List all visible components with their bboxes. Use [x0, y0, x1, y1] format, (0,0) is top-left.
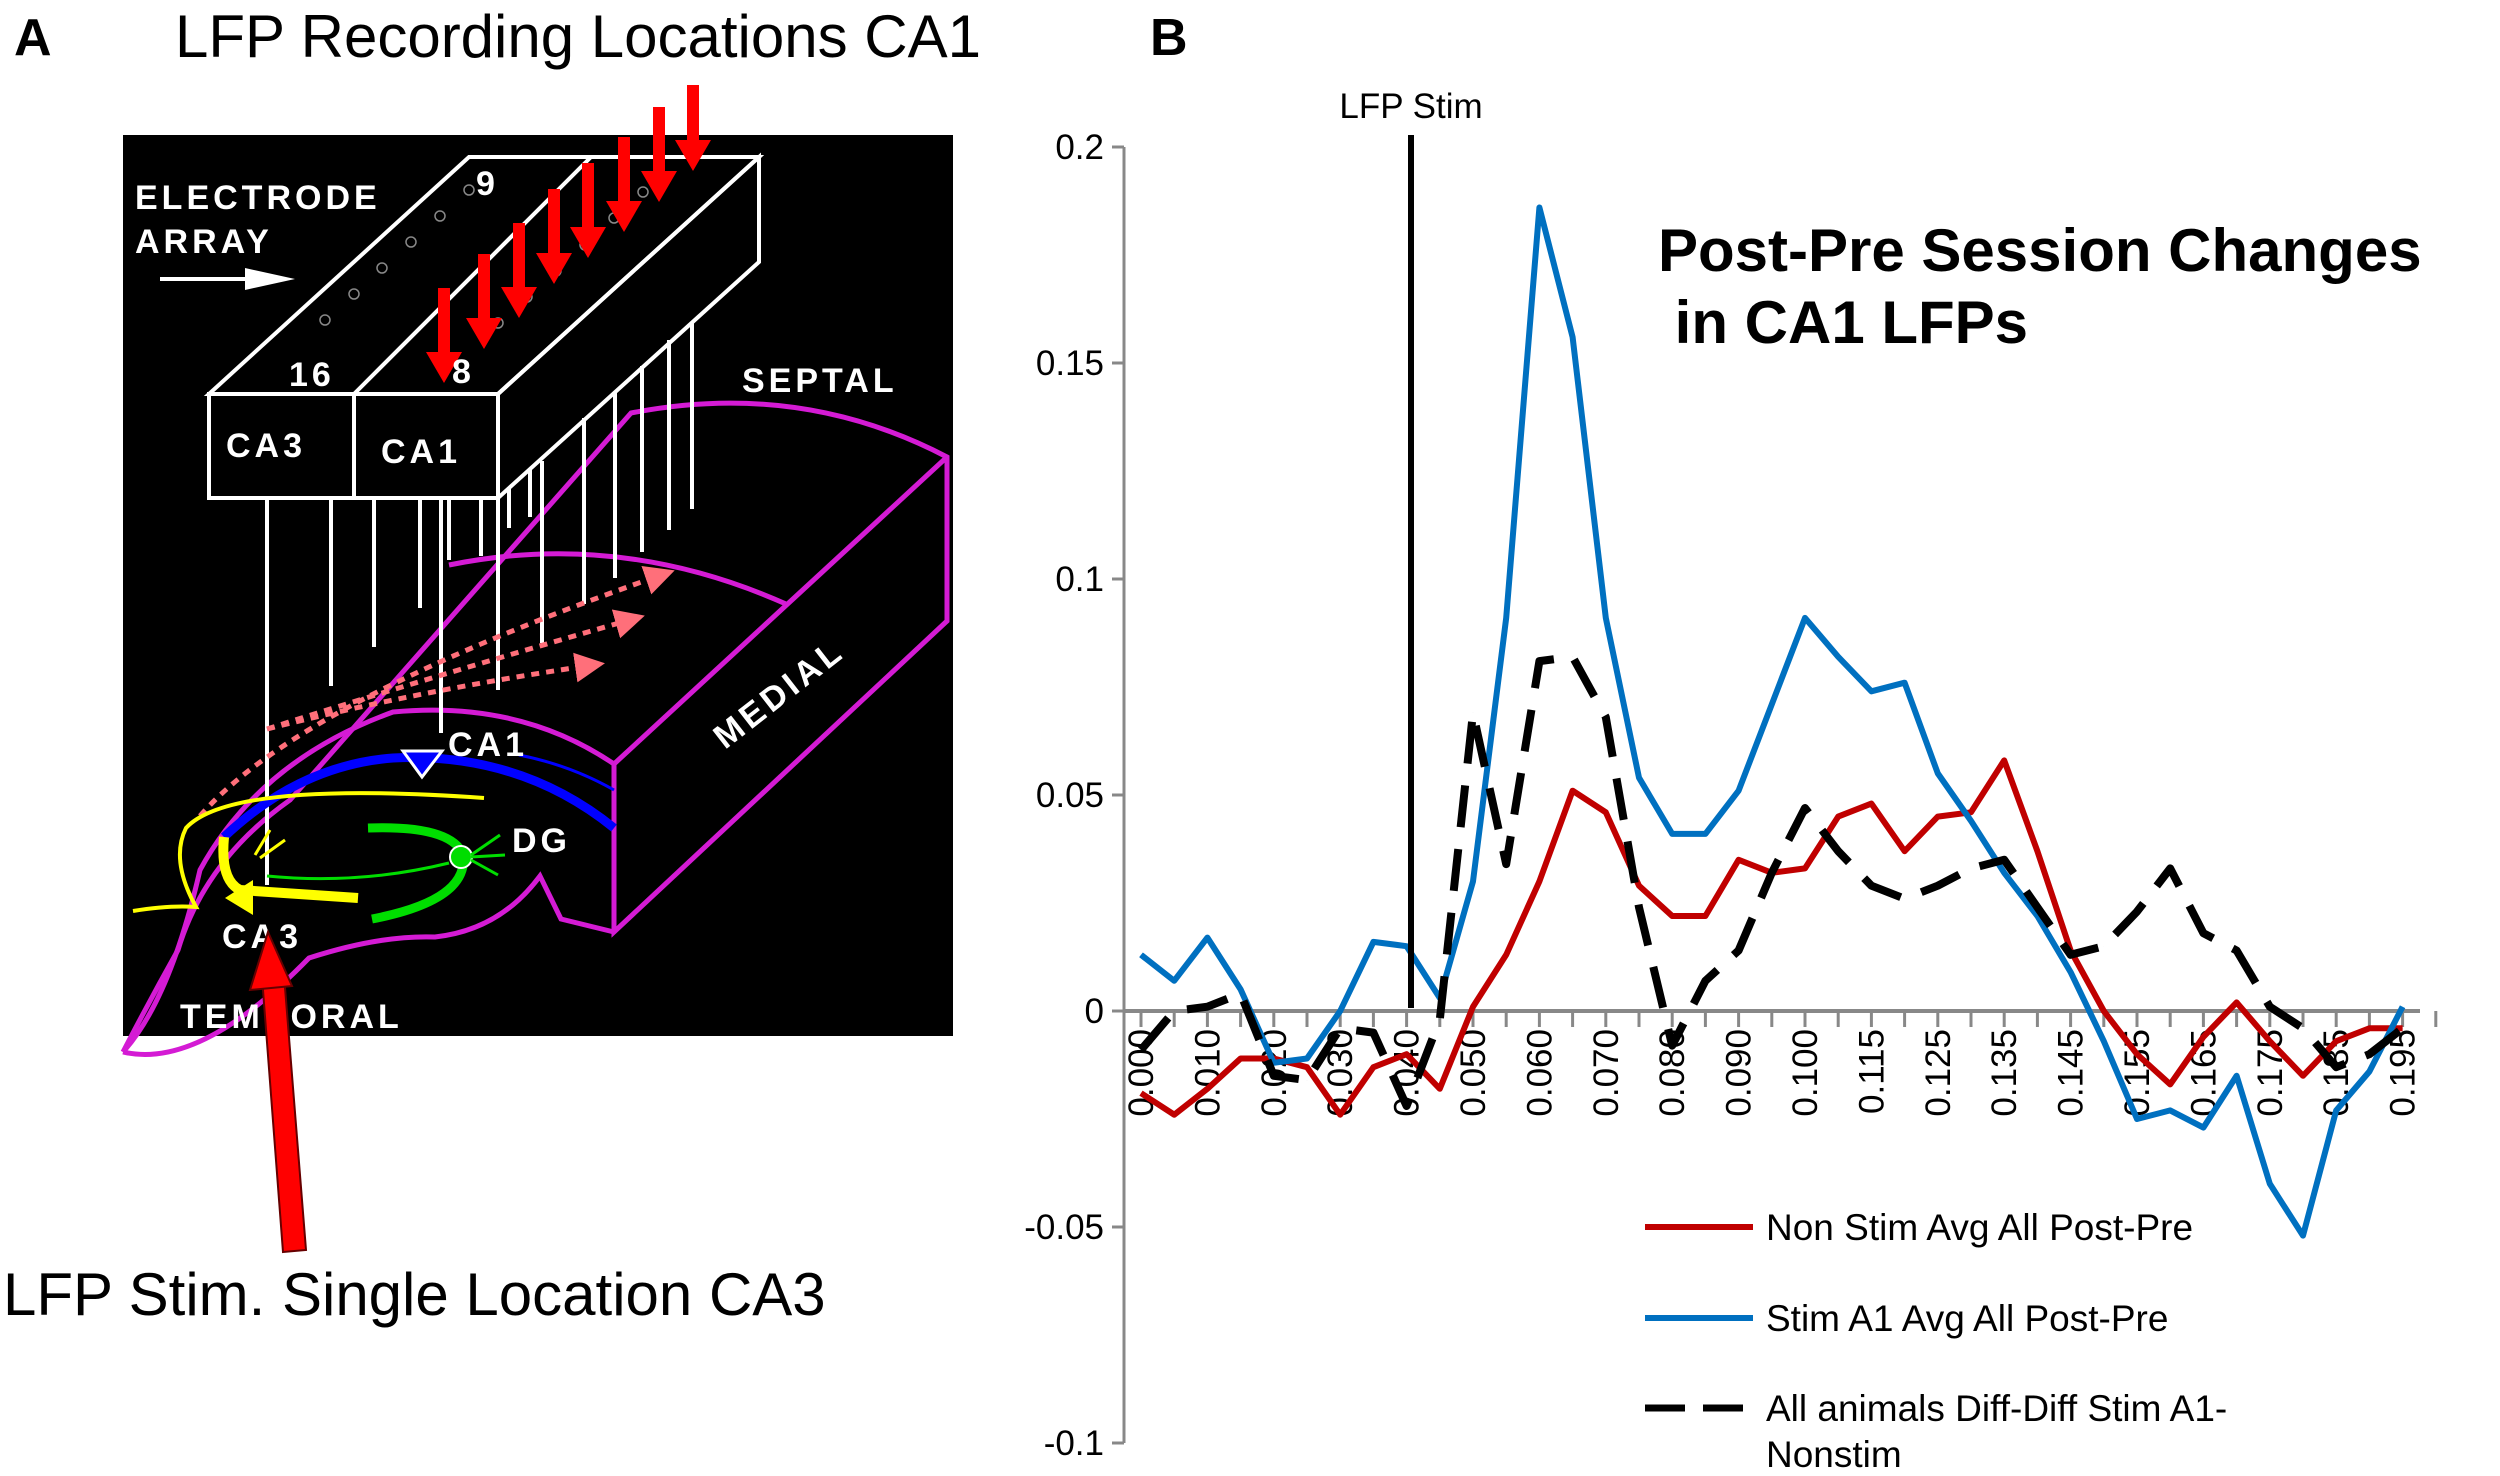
legend-label: All animals Diff-Diff Stim A1- [1766, 1388, 2227, 1429]
panel-b-label: B [1150, 9, 1188, 67]
arrow-down-icon [570, 163, 606, 258]
arrow-down-icon [675, 85, 711, 171]
arrow-down-icon [606, 137, 642, 232]
x-tick-label: 0.145 [2052, 1029, 2091, 1117]
stim-arrow-icon [248, 929, 308, 1254]
panel-a-caption: LFP Stim. Single Location CA3 [3, 1261, 826, 1328]
line-chart: 0.20.150.10.050-0.05-0.10.000 0.010 0.020 0… [1024, 128, 2438, 1463]
label-electrode: ELECTRODE [135, 179, 381, 217]
legend-label-line2: Nonstim [1766, 1434, 1902, 1475]
arrow-down-icon [536, 189, 572, 284]
x-tick-label: 0.115 [1852, 1029, 1891, 1114]
arrow-down-icon [641, 107, 677, 202]
label-septal: SEPTAL [742, 362, 898, 400]
label-electrode-9: 9 [476, 165, 499, 203]
hippocampal-layers [132, 749, 617, 924]
electrode-wires [265, 323, 694, 885]
y-tick-label: 0.05 [1036, 776, 1104, 815]
label-electrode-8: 8 [452, 353, 475, 391]
x-tick-label: 0.195 [2384, 1029, 2423, 1117]
projection-arrows [198, 566, 675, 818]
recording-location-arrows [426, 85, 711, 383]
x-tick-label: 0.135 [1985, 1029, 2024, 1117]
legend-item-diff: All animals Diff-Diff Stim A1- Nonstim [1645, 1388, 2227, 1475]
label-ca1: CA1 [448, 726, 528, 764]
arrow-down-icon [426, 288, 462, 383]
x-tick-label: 0.125 [1919, 1029, 1958, 1117]
x-tick-label: 0.155 [2118, 1029, 2157, 1117]
label-electrode-16: 16 [289, 356, 335, 394]
label-array: ARRAY [135, 223, 273, 261]
y-tick-label: 0.15 [1036, 344, 1104, 383]
legend-label: Non Stim Avg All Post-Pre [1766, 1207, 2193, 1248]
panel-a-label: A [14, 9, 52, 67]
x-tick-label: 0.070 [1587, 1029, 1626, 1117]
arrow-down-icon [466, 254, 502, 349]
legend-label: Stim A1 Avg All Post-Pre [1766, 1298, 2168, 1339]
y-tick-label: -0.05 [1024, 1208, 1104, 1247]
y-tick-label: 0 [1085, 992, 1104, 1031]
panel-a: A LFP Recording Locations CA1 [3, 3, 981, 1328]
chart-title-line2: in CA1 LFPs [1658, 289, 2028, 356]
legend: Non Stim Avg All Post-Pre Stim A1 Avg Al… [1645, 1207, 2227, 1475]
label-temporal: TEMPORAL [180, 998, 403, 1036]
panel-b: B 0.20.150.10.050-0.05-0.10.000 0.010 0.02… [1024, 9, 2438, 1475]
panel-a-title: LFP Recording Locations CA1 [175, 3, 981, 70]
legend-item-stim: Stim A1 Avg All Post-Pre [1645, 1298, 2168, 1339]
legend-item-nonstim: Non Stim Avg All Post-Pre [1645, 1207, 2193, 1248]
y-tick-label: 0.2 [1055, 128, 1104, 167]
hippocampus-outline [120, 400, 950, 1057]
y-tick-label: -0.1 [1044, 1424, 1104, 1463]
x-tick-label: 0.090 [1720, 1029, 1759, 1117]
label-ca3: CA3 [222, 918, 302, 956]
x-tick-label: 0.100 [1786, 1029, 1825, 1117]
label-box-ca1: CA1 [381, 433, 461, 471]
stim-marker-label: LFP Stim [1339, 87, 1482, 126]
label-dg: DG [512, 822, 571, 860]
arrow-down-icon [501, 223, 537, 318]
y-tick-label: 0.1 [1055, 560, 1104, 599]
label-box-ca3: CA3 [226, 427, 306, 465]
x-tick-label: 0.060 [1520, 1029, 1559, 1117]
chart-title: Post-Pre Session Changes [1658, 217, 2422, 284]
arrow-right-icon [160, 268, 295, 290]
